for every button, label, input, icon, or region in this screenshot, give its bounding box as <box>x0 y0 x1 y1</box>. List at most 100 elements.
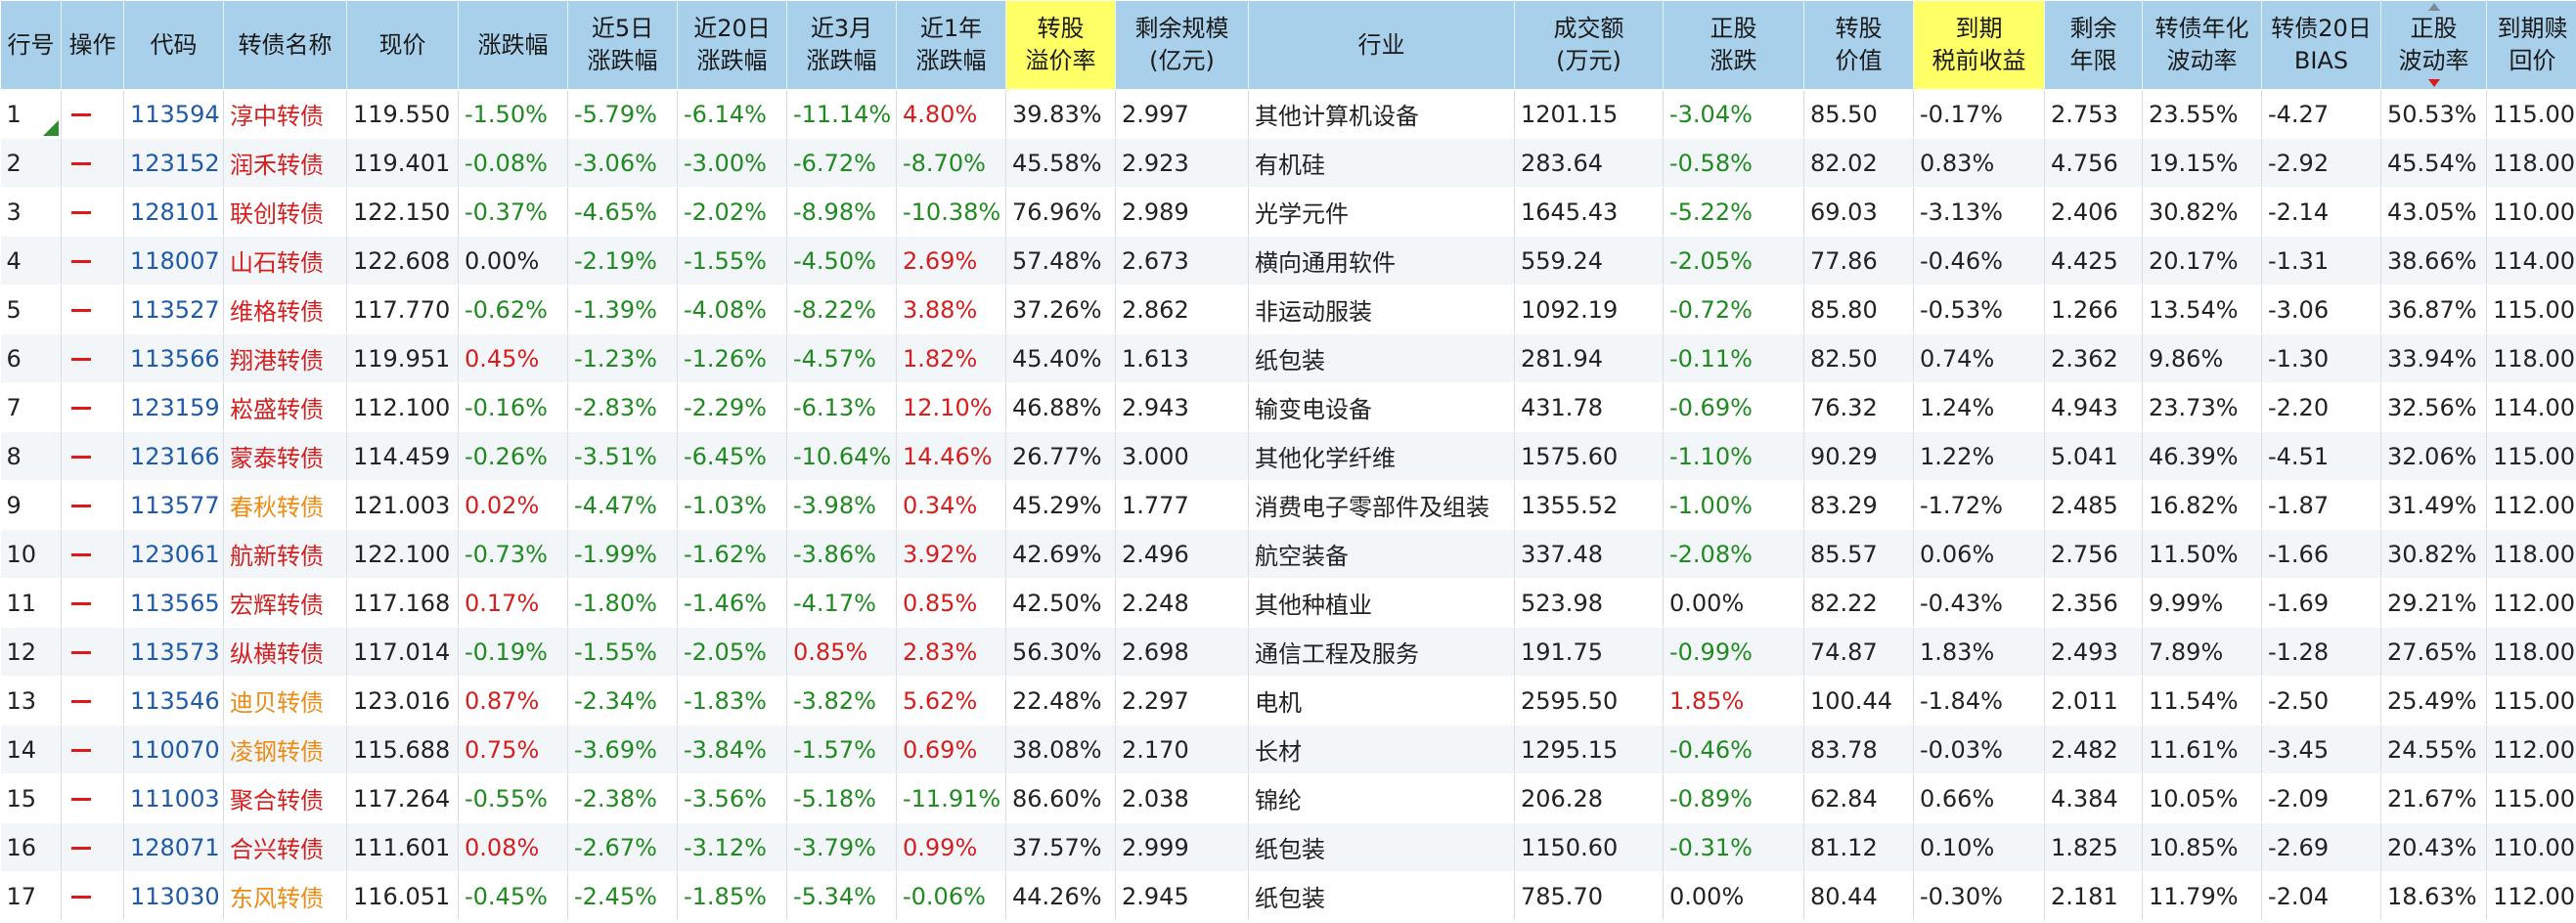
action-cell-cell[interactable] <box>61 871 124 921</box>
bond-code[interactable]: 113030 <box>130 882 220 910</box>
bond-code[interactable]: 123166 <box>130 442 220 470</box>
remove-icon[interactable] <box>71 553 91 556</box>
bond-code[interactable]: 118007 <box>130 246 220 275</box>
remove-icon[interactable] <box>71 407 91 410</box>
col-row-number-header[interactable]: 行号 <box>0 0 62 90</box>
remove-icon[interactable] <box>71 260 91 263</box>
bond-code-cell[interactable]: 111003 <box>123 773 224 823</box>
action-cell-cell[interactable] <box>61 431 124 481</box>
bond-code-cell[interactable]: 113546 <box>123 676 224 725</box>
action-cell-cell[interactable] <box>61 773 124 823</box>
remove-icon[interactable] <box>71 798 91 801</box>
action-cell-cell[interactable] <box>61 627 124 677</box>
bond-code-cell[interactable]: 123159 <box>123 382 224 432</box>
bond-code[interactable]: 113527 <box>130 295 220 324</box>
action-cell-cell[interactable] <box>61 529 124 579</box>
bond-name[interactable]: 翔港转债 <box>230 347 324 374</box>
bond-name-cell[interactable]: 聚合转债 <box>223 773 347 823</box>
bond-name-cell[interactable]: 凌钢转债 <box>223 725 347 774</box>
bond-code[interactable]: 113566 <box>130 344 220 373</box>
remove-icon[interactable] <box>71 358 91 361</box>
col-ytm-pretax-header[interactable]: 到期 税前收益 <box>1913 0 2045 90</box>
bond-name[interactable]: 聚合转债 <box>230 787 324 814</box>
table-row[interactable]: 14 110070 凌钢转债 115.688 0.75% -3.69% -3.84% -1.5… <box>0 725 2576 774</box>
bond-name-cell[interactable]: 合兴转债 <box>223 822 347 872</box>
remove-icon[interactable] <box>71 602 91 605</box>
bond-name-cell[interactable]: 润禾转债 <box>223 138 347 188</box>
col-3m-change-header[interactable]: 近3月 涨跌幅 <box>786 0 897 90</box>
table-row[interactable]: 9 113577 春秋转债 121.003 0.02% -4.47% -1.03% -3.98… <box>0 480 2576 530</box>
bond-name[interactable]: 山石转债 <box>230 249 324 277</box>
bond-code-cell[interactable]: 113566 <box>123 333 224 383</box>
bond-name-cell[interactable]: 东风转债 <box>223 871 347 921</box>
bond-name[interactable]: 宏辉转债 <box>230 592 324 619</box>
table-row[interactable]: 4 118007 山石转债 122.608 0.00% -2.19% -1.55% -4.50… <box>0 236 2576 286</box>
remove-icon[interactable] <box>71 896 91 899</box>
bond-code-cell[interactable]: 113030 <box>123 871 224 921</box>
bond-name-cell[interactable]: 崧盛转债 <box>223 382 347 432</box>
bond-name-cell[interactable]: 航新转债 <box>223 529 347 579</box>
action-cell-cell[interactable] <box>61 725 124 774</box>
table-row[interactable]: 11 113565 宏辉转债 117.168 0.17% -1.80% -1.46% -4.1… <box>0 578 2576 628</box>
table-row[interactable]: 10 123061 航新转债 122.100 -0.73% -1.99% -1.62% -3.… <box>0 529 2576 579</box>
remove-icon[interactable] <box>71 651 91 654</box>
bond-code[interactable]: 123159 <box>130 393 220 421</box>
col-change-header[interactable]: 涨跌幅 <box>458 0 568 90</box>
action-cell-cell[interactable] <box>61 187 124 237</box>
col-price-header[interactable]: 现价 <box>346 0 459 90</box>
col-conversion-value-header[interactable]: 转股 价值 <box>1803 0 1914 90</box>
col-annual-volatility-header[interactable]: 转债年化 波动率 <box>2142 0 2262 90</box>
bond-name-cell[interactable]: 淳中转债 <box>223 89 347 139</box>
bond-name-cell[interactable]: 翔港转债 <box>223 333 347 383</box>
table-row[interactable]: 1 113594 淳中转债 119.550 -1.50% -5.79% -6.14% -11.… <box>0 89 2576 139</box>
col-action-header[interactable]: 操作 <box>61 0 124 90</box>
col-code-header[interactable]: 代码 <box>123 0 224 90</box>
bond-name[interactable]: 淳中转债 <box>230 103 324 130</box>
remove-icon[interactable] <box>71 309 91 312</box>
col-turnover-header[interactable]: 成交额 (万元) <box>1514 0 1664 90</box>
col-20d-change-header[interactable]: 近20日 涨跌幅 <box>677 0 787 90</box>
remove-icon[interactable] <box>71 113 91 116</box>
table-row[interactable]: 13 113546 迪贝转债 123.016 0.87% -2.34% -1.83% -3.8… <box>0 676 2576 725</box>
bond-code[interactable]: 128101 <box>130 198 220 226</box>
table-row[interactable]: 3 128101 联创转债 122.150 -0.37% -4.65% -2.02% -8.9… <box>0 187 2576 237</box>
bond-code-cell[interactable]: 113565 <box>123 578 224 628</box>
action-cell-cell[interactable] <box>61 285 124 334</box>
bond-code[interactable]: 113573 <box>130 637 220 666</box>
bond-code-cell[interactable]: 123152 <box>123 138 224 188</box>
col-5d-change-header[interactable]: 近5日 涨跌幅 <box>567 0 678 90</box>
action-cell-cell[interactable] <box>61 333 124 383</box>
table-row[interactable]: 12 113573 纵横转债 117.014 -0.19% -1.55% -2.05% 0.8… <box>0 627 2576 677</box>
bond-code-cell[interactable]: 128071 <box>123 822 224 872</box>
bond-code[interactable]: 123152 <box>130 149 220 177</box>
bond-name-cell[interactable]: 纵横转债 <box>223 627 347 677</box>
col-conversion-premium-header[interactable]: 转股 溢价率 <box>1005 0 1116 90</box>
bond-name[interactable]: 崧盛转债 <box>230 396 324 423</box>
bond-name[interactable]: 润禾转债 <box>230 152 324 179</box>
bond-name[interactable]: 合兴转债 <box>230 836 324 863</box>
bond-name-cell[interactable]: 维格转债 <box>223 285 347 334</box>
bond-name[interactable]: 东风转债 <box>230 885 324 912</box>
bond-name-cell[interactable]: 春秋转债 <box>223 480 347 530</box>
table-row[interactable]: 2 123152 润禾转债 119.401 -0.08% -3.06% -3.00% -6.7… <box>0 138 2576 188</box>
bond-name[interactable]: 维格转债 <box>230 298 324 326</box>
bond-code-cell[interactable]: 113527 <box>123 285 224 334</box>
col-bond-name-header[interactable]: 转债名称 <box>223 0 347 90</box>
remove-icon[interactable] <box>71 162 91 165</box>
bond-code[interactable]: 128071 <box>130 833 220 861</box>
sort-asc-icon[interactable] <box>2427 3 2440 11</box>
bond-code[interactable]: 123061 <box>130 540 220 568</box>
table-row[interactable]: 15 111003 聚合转债 117.264 -0.55% -2.38% -3.56% -5.… <box>0 773 2576 823</box>
col-industry-header[interactable]: 行业 <box>1248 0 1515 90</box>
action-cell-cell[interactable] <box>61 89 124 139</box>
bond-name[interactable]: 航新转债 <box>230 543 324 570</box>
action-cell-cell[interactable] <box>61 382 124 432</box>
col-remaining-years-header[interactable]: 剩余 年限 <box>2044 0 2143 90</box>
bond-code[interactable]: 111003 <box>130 784 220 813</box>
action-cell-cell[interactable] <box>61 822 124 872</box>
bond-code[interactable]: 113577 <box>130 491 220 519</box>
bond-code[interactable]: 113565 <box>130 589 220 617</box>
bond-name[interactable]: 联创转债 <box>230 200 324 228</box>
col-remaining-size-header[interactable]: 剩余规模 (亿元) <box>1115 0 1249 90</box>
bond-name[interactable]: 迪贝转债 <box>230 689 324 717</box>
